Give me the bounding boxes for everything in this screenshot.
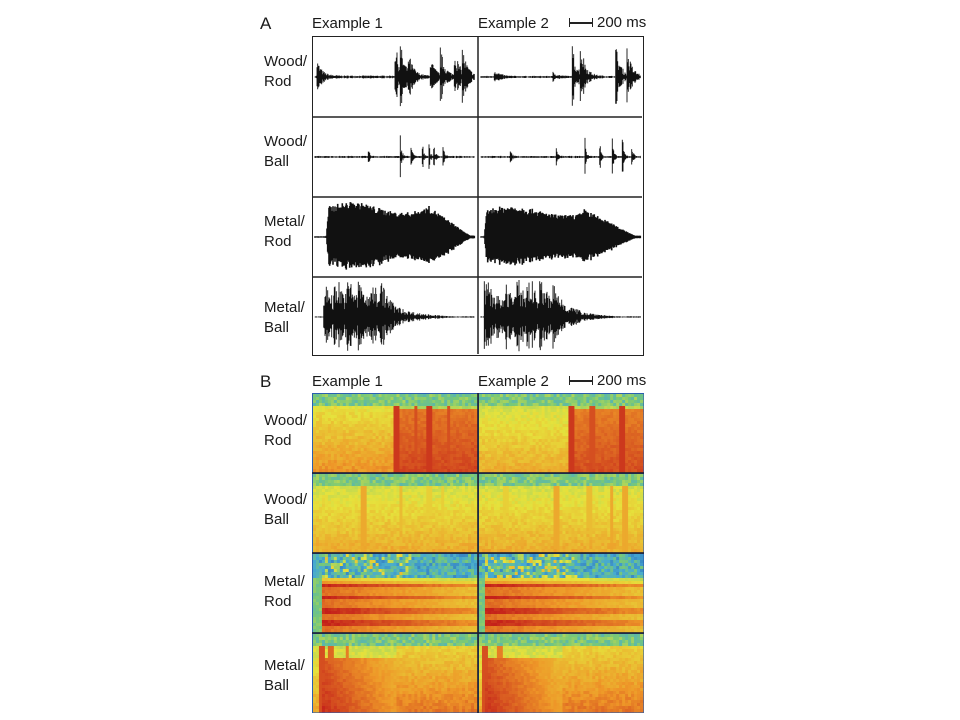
waveform-r4-c2 <box>480 280 641 352</box>
row-label-line1: Wood/ <box>264 412 308 429</box>
panel-b-column-1-label: Example 1 <box>312 373 383 390</box>
row-label-line1: Wood/ <box>264 133 308 150</box>
row-label-line1: Metal/ <box>264 299 305 316</box>
scale-bar-icon <box>569 376 593 385</box>
panel-a-letter: A <box>260 14 272 33</box>
panel-b-row-2-label: Wood/ Ball <box>264 490 307 530</box>
panel-b-row-4-label: Metal/ Ball <box>264 656 305 696</box>
waveform-r2-c2 <box>480 137 641 174</box>
row-label-line1: Wood/ <box>264 53 308 70</box>
row-label-line2: Ball <box>264 677 290 694</box>
waveform-r3-c2 <box>480 206 642 266</box>
panel-a-scale-bar: 200 ms <box>569 14 646 31</box>
row-label-line2: Ball <box>264 319 290 336</box>
row-label-line1: Wood/ <box>264 491 308 508</box>
spectrogram-r4-c1 <box>313 634 478 713</box>
panel-b-scale-bar-label: 200 ms <box>597 372 647 389</box>
panel-a-row-3-label: Metal/ Rod <box>264 212 305 252</box>
waveform-grid <box>312 36 644 356</box>
panel-b-row-1-label: Wood/ Rod <box>264 411 307 451</box>
row-label-line1: Metal/ <box>264 213 305 230</box>
waveform-r2-c1 <box>314 135 475 178</box>
row-label-line2: Ball <box>264 153 290 170</box>
panel-b-scale-bar: 200 ms <box>569 372 646 389</box>
waveform-r4-c1 <box>314 281 475 351</box>
row-label-line2: Rod <box>264 73 292 90</box>
spectrogram-grid <box>312 393 644 713</box>
panel-a-column-2-label: Example 2 <box>478 15 549 32</box>
panel-a-row-4-label: Metal/ Ball <box>264 298 305 338</box>
panel-a-row-1-label: Wood/ Rod <box>264 52 307 92</box>
scale-bar-icon <box>569 18 593 27</box>
spectrogram-svg <box>312 393 644 713</box>
row-label-line2: Rod <box>264 593 292 610</box>
row-label-line2: Rod <box>264 233 292 250</box>
spectrogram-r1-c2 <box>479 394 644 473</box>
spectrogram-r3-c2 <box>479 554 644 633</box>
row-label-line2: Ball <box>264 511 290 528</box>
row-label-line1: Metal/ <box>264 573 305 590</box>
row-label-line2: Rod <box>264 432 292 449</box>
waveform-r1-c2 <box>480 46 641 106</box>
panel-a-column-1-label: Example 1 <box>312 15 383 32</box>
spectrogram-r4-c2 <box>479 634 644 713</box>
row-label-line1: Metal/ <box>264 657 305 674</box>
waveform-r1-c1 <box>314 46 475 107</box>
spectrogram-r2-c2 <box>479 474 644 553</box>
panel-b-row-3-label: Metal/ Rod <box>264 572 305 612</box>
spectrogram-r1-c1 <box>313 394 478 473</box>
waveform-r3-c1 <box>314 202 476 270</box>
panel-a-scale-bar-label: 200 ms <box>597 14 647 31</box>
panel-b-letter: B <box>260 372 272 391</box>
spectrogram-r3-c1 <box>313 554 478 633</box>
waveform-svg <box>313 37 642 354</box>
panel-b-column-2-label: Example 2 <box>478 373 549 390</box>
panel-a-row-2-label: Wood/ Ball <box>264 132 307 172</box>
spectrogram-r2-c1 <box>313 474 478 553</box>
